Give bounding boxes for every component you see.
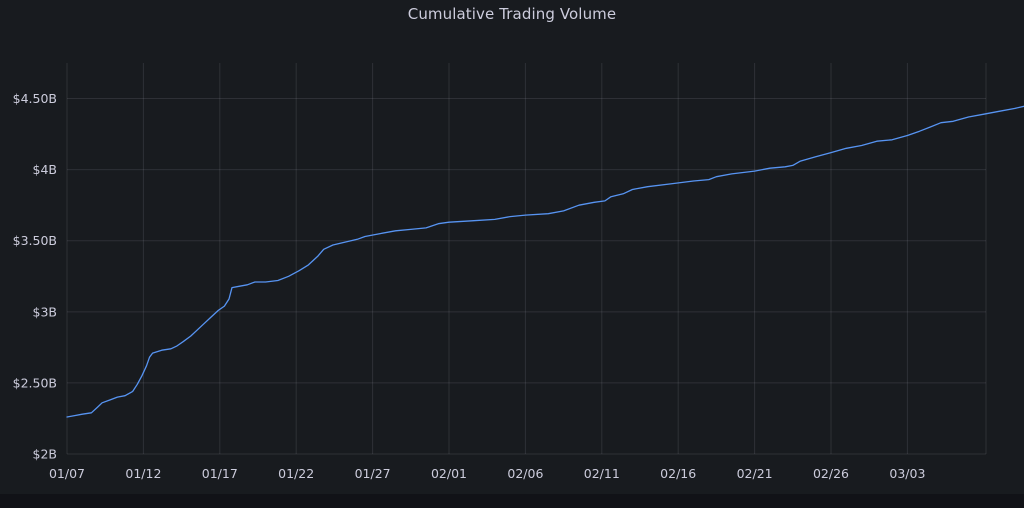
y-tick-label: $2B [33, 447, 57, 462]
x-tick-label: 01/17 [202, 466, 238, 481]
y-tick-label: $4.50B [13, 91, 57, 106]
x-tick-label: 03/03 [889, 466, 925, 481]
chart-panel: Cumulative Trading Volume [407, 5, 617, 23]
panel-footer [0, 494, 1024, 508]
x-tick-label: 02/21 [737, 466, 773, 481]
y-tick-label: $3B [33, 304, 57, 319]
y-tick-label: $3.50B [13, 233, 57, 248]
series-line [66, 105, 1024, 418]
x-tick-label: 02/26 [813, 466, 849, 481]
x-tick-label: 01/22 [278, 466, 314, 481]
x-tick-label: 02/01 [431, 466, 467, 481]
x-tick-label: 02/11 [584, 466, 620, 481]
x-axis: 01/07 01/12 01/17 01/22 01/27 02/01 02/06 02/11… [49, 466, 925, 481]
x-tick-label: 01/12 [125, 466, 161, 481]
grid [66, 63, 987, 455]
x-tick-label: 02/06 [507, 466, 543, 481]
chart-title: Cumulative Trading Volume [407, 5, 617, 23]
plot-area [66, 105, 1024, 418]
y-tick-label: $2.50B [13, 375, 57, 390]
y-axis: $2B $2.50B $3B $3.50B $4B $4.50B [13, 91, 57, 461]
x-tick-label: 01/27 [355, 466, 391, 481]
x-tick-label: 01/07 [49, 466, 85, 481]
x-tick-label: 02/16 [660, 466, 696, 481]
y-tick-label: $4B [33, 162, 57, 177]
chart-svg: $2B$2.50B$3B$3.50B$4B$4.50B 01/07 01/12 01… [13, 63, 1024, 481]
